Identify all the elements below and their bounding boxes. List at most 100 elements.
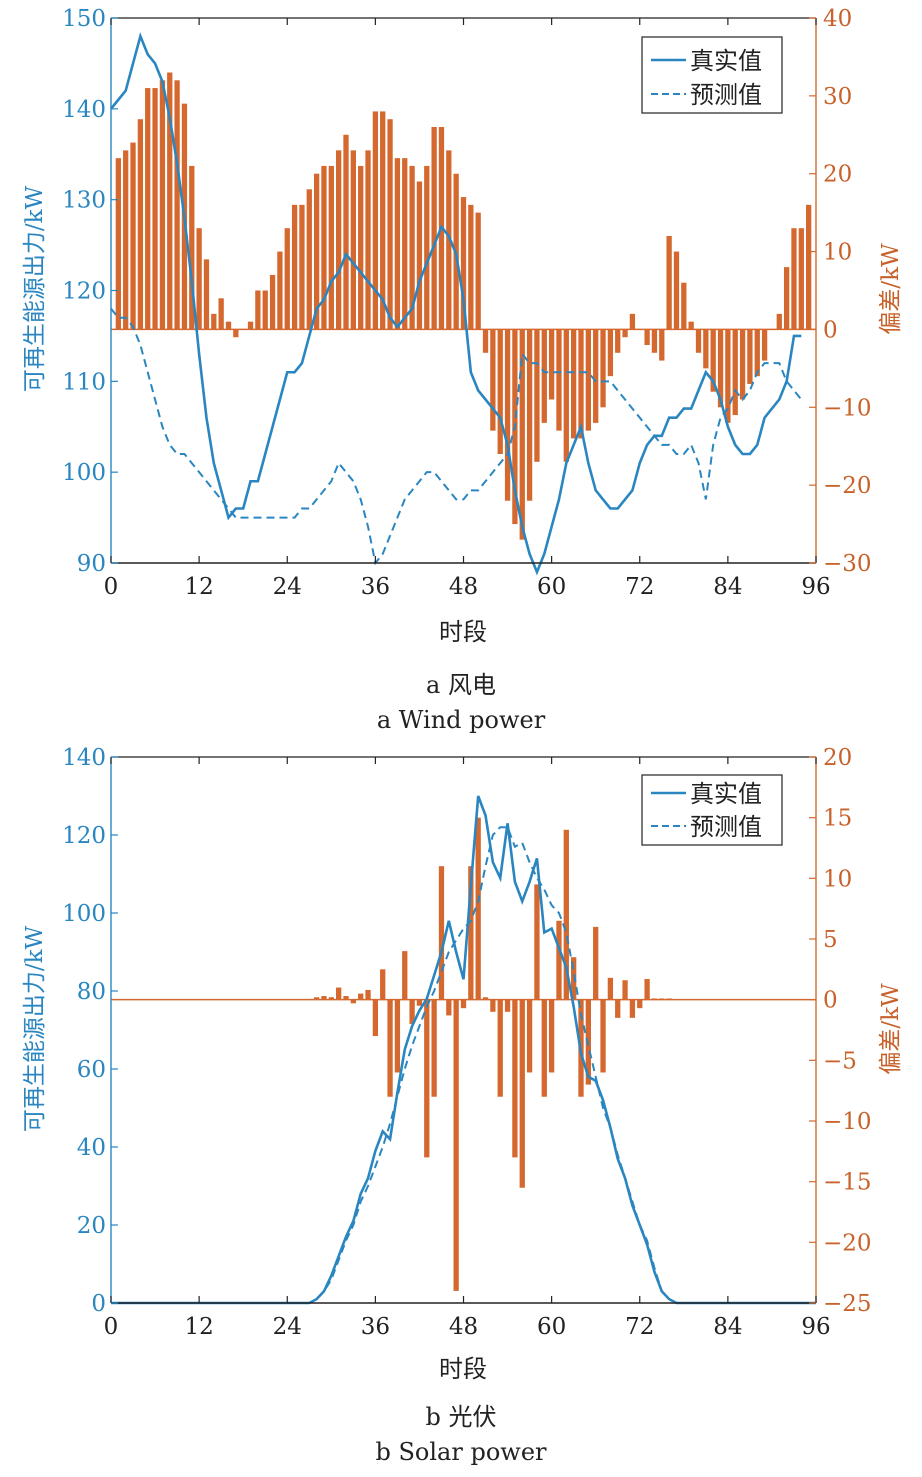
deviation-bar: [791, 228, 797, 330]
deviation-bar: [225, 321, 232, 330]
deviation-bar: [615, 999, 621, 1018]
deviation-bar: [761, 329, 768, 361]
x-tick-label: 96: [801, 574, 830, 600]
caption-cn: a 风电: [426, 671, 496, 699]
x-tick-label: 96: [801, 1314, 830, 1340]
y-left-tick-label: 150: [62, 6, 106, 32]
legend-box: [641, 36, 783, 114]
y-left-tick-label: 0: [91, 1291, 106, 1317]
deviation-bar: [431, 127, 437, 330]
deviation-bar: [717, 329, 724, 408]
deviation-bar: [519, 999, 525, 1188]
x-tick-label: 60: [537, 1314, 566, 1340]
deviation-bar: [776, 313, 782, 330]
y-right-tick-label: −10: [823, 395, 872, 421]
deviation-bar: [247, 321, 254, 330]
deviation-bar: [409, 165, 415, 330]
axes-solar: [110, 756, 817, 1304]
y-axis-right-label: 偏差/kW: [878, 243, 904, 335]
deviation-bar: [409, 999, 415, 1024]
deviation-bar: [490, 999, 496, 1012]
y-right-tick-label: 5: [823, 927, 838, 953]
deviation-bar: [600, 999, 606, 1073]
deviation-bar: [196, 228, 202, 330]
deviation-bar: [306, 189, 312, 330]
deviation-bar: [666, 236, 672, 330]
y-axis-left-label: 可再生能源出力/kW: [22, 925, 48, 1132]
deviation-bar: [321, 996, 327, 1000]
y-right-tick-label: 20: [823, 162, 852, 188]
deviation-bar: [629, 999, 636, 1018]
y-left-tick-label: 60: [77, 1057, 106, 1083]
deviation-bar: [578, 329, 584, 439]
deviation-bar: [571, 957, 577, 1000]
deviation-bar: [519, 329, 525, 540]
x-tick-label: 36: [361, 574, 390, 600]
deviation-bar: [291, 204, 298, 330]
axes-wind: [110, 17, 817, 564]
deviation-bar: [424, 999, 430, 1158]
deviation-bar: [402, 158, 408, 330]
y-left-tick-label: 110: [62, 369, 106, 395]
deviation-bar: [313, 173, 320, 330]
actual-line-solar: [111, 795, 816, 1305]
deviation-bar: [534, 329, 540, 462]
deviation-bar: [504, 999, 511, 1012]
deviation-bar: [159, 80, 166, 330]
deviation-bar: [497, 329, 503, 454]
deviation-bar: [754, 329, 760, 377]
deviation-bar: [167, 72, 173, 330]
caption-cn: b 光伏: [426, 1403, 497, 1431]
y-left-tick-label: 20: [77, 1213, 106, 1239]
solar-power-chart: 0 12 24 36 48 60 72 84 96020406080100120140−25−2…: [22, 745, 904, 1466]
deviation-bar: [541, 999, 547, 1097]
legend-box: [641, 774, 783, 846]
y-right-tick-label: −5: [823, 1048, 857, 1074]
deviation-bars-solar: [111, 817, 816, 1291]
deviation-bar: [615, 329, 621, 353]
deviation-bar: [607, 977, 614, 1000]
y-right-tick-label: −20: [823, 1230, 872, 1256]
deviation-bar: [174, 80, 180, 330]
y-right-tick-label: −30: [823, 551, 872, 577]
deviation-bar: [233, 329, 239, 338]
deviation-bar: [548, 329, 555, 400]
deviation-bar: [607, 329, 614, 377]
deviation-bar: [218, 298, 224, 330]
deviation-bar: [556, 920, 562, 1000]
forecast-line-solar: [111, 826, 816, 1304]
legend-forecast-label: 预测值: [690, 81, 762, 109]
deviation-bar: [600, 329, 606, 408]
deviation-bar: [123, 150, 129, 330]
y-left-tick-label: 40: [77, 1135, 106, 1161]
deviation-bar: [622, 329, 628, 338]
deviation-bar: [571, 329, 577, 439]
y-right-tick-label: −15: [823, 1170, 872, 1196]
deviation-bar: [269, 274, 276, 330]
deviation-bar: [783, 267, 790, 330]
deviation-bar: [482, 329, 489, 353]
deviation-bar: [336, 987, 342, 1000]
x-tick-label: 60: [537, 574, 566, 600]
deviation-bar: [145, 88, 151, 330]
x-axis-label: 时段: [439, 618, 487, 646]
forecast-line-wind: [110, 308, 803, 566]
deviation-bar: [629, 313, 636, 330]
deviation-bar: [534, 884, 540, 1000]
deviation-bar: [585, 329, 591, 431]
deviation-bar: [593, 329, 599, 423]
deviation-bar: [365, 150, 371, 330]
deviation-bar: [497, 999, 503, 1097]
y-right-tick-label: 10: [823, 240, 852, 266]
deviation-bar: [526, 999, 533, 1073]
deviation-bar: [526, 329, 533, 501]
deviation-bar: [798, 228, 804, 330]
deviation-bar: [137, 119, 144, 330]
wind-power-chart: 0 12 24 36 48 60 72 84 9690100110120130140150−30…: [22, 6, 904, 734]
deviation-bar: [651, 329, 658, 353]
x-tick-label: 72: [625, 1314, 654, 1340]
legend-solar: 真实值 预测值: [641, 774, 783, 846]
legend-forecast-label: 预测值: [690, 813, 762, 841]
deviation-bar: [548, 999, 555, 1073]
